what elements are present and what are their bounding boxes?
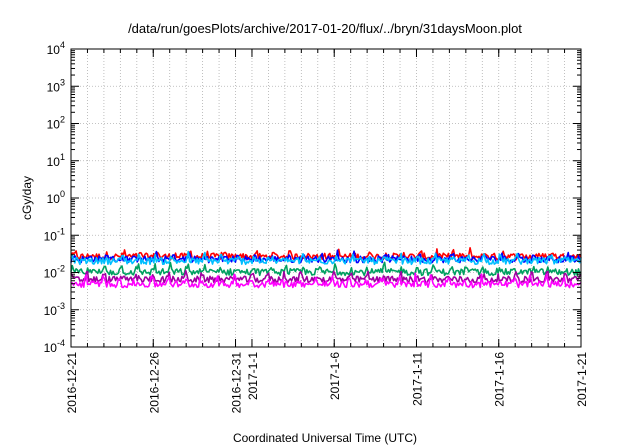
series-group (70, 247, 582, 289)
y-axis: 10-4 10-3 10-2 10-1 100 101 102 103 104 (44, 40, 581, 355)
x-axis-label: Coordinated Universal Time (UTC) (233, 431, 417, 445)
series-line (70, 250, 582, 266)
y-tick-label: 10-2 (44, 264, 65, 281)
y-tick-label: 10-4 (44, 338, 65, 355)
x-tick-label: 2017-1-6 (328, 352, 342, 400)
x-tick-label: 2016-12-26 (147, 352, 161, 414)
y-tick-label: 102 (47, 115, 65, 132)
y-tick-label: 101 (47, 152, 65, 169)
chart-title: /data/run/goesPlots/archive/2017-01-20/f… (128, 21, 522, 36)
x-tick-label: 2017-1-16 (493, 352, 507, 407)
y-tick-label: 103 (47, 77, 65, 94)
series-line (70, 261, 582, 277)
y-tick-label: 10-3 (44, 301, 65, 318)
y-tick-label: 100 (47, 189, 65, 206)
series-line (70, 249, 582, 264)
x-tick-label: 2017-1-1 (246, 352, 260, 400)
x-tick-label: 2017-1-21 (575, 352, 589, 407)
grid (71, 49, 581, 347)
x-tick-label: 2016-12-21 (65, 352, 79, 414)
x-tick-label: 2016-12-31 (230, 352, 244, 414)
y-tick-label: 10-1 (44, 226, 65, 243)
y-axis-label: cGy/day (20, 176, 34, 220)
x-tick-label: 2017-1-11 (410, 352, 424, 406)
x-axis: 2016-12-21 2016-12-26 2016-12-31 2017-1-1 20… (65, 49, 589, 413)
series-line (70, 272, 582, 289)
y-tick-label: 104 (47, 40, 65, 57)
